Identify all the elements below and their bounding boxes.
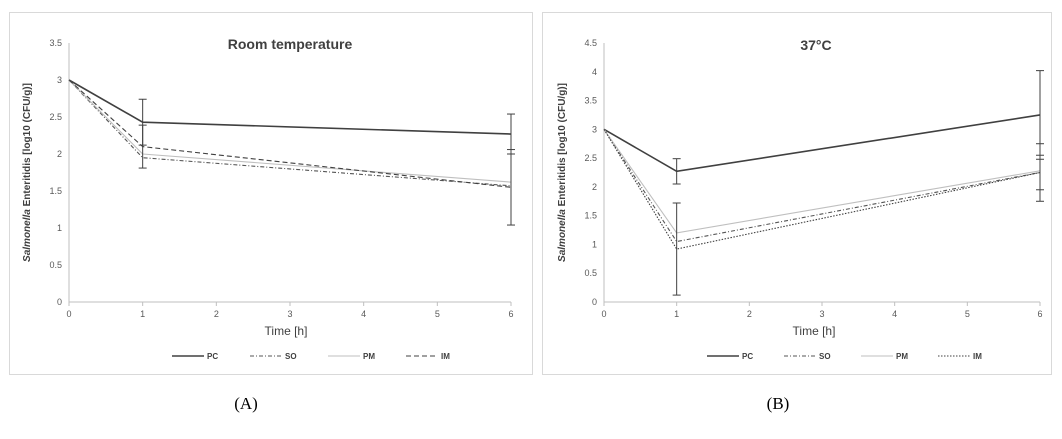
x-tick-label: 4 xyxy=(892,309,897,319)
x-tick-label: 2 xyxy=(214,309,219,319)
chart-panel-b: 0 0.5 1 1.5 2 2.5 3 3.5 4 4.5 0 1 2 3 4 5 6 37°C Time [h] S… xyxy=(542,12,1052,375)
chart-a-svg: 0 0.5 1 1.5 2 2.5 3 3.5 0 1 2 3 4 5 6 Room temperature T… xyxy=(22,36,515,361)
y-tick-label: 3.5 xyxy=(49,38,62,48)
series-line-pm xyxy=(603,129,1041,234)
y-axis-label: Salmonella Enteritidis [log10 (CFU/g)] xyxy=(557,83,568,262)
series-line-im xyxy=(68,79,512,188)
y-tick-label: 1 xyxy=(57,223,62,233)
legend-label-pc: PC xyxy=(742,352,753,361)
y-tick-label: 0.5 xyxy=(584,268,597,278)
x-tick-label: 5 xyxy=(435,309,440,319)
series-line-so xyxy=(68,79,512,187)
y-tick-label: 0.5 xyxy=(49,260,62,270)
x-tick-label: 3 xyxy=(287,309,292,319)
x-tick-label: 6 xyxy=(508,309,513,319)
y-axis-label: Salmonella Enteritidis [log10 (CFU/g)] xyxy=(22,83,33,262)
x-tick-label: 3 xyxy=(819,309,824,319)
chart-panel-a: 0 0.5 1 1.5 2 2.5 3 3.5 0 1 2 3 4 5 6 Room temperature T… xyxy=(9,12,533,375)
series-line-im xyxy=(603,129,1041,250)
x-axis-label: Time [h] xyxy=(793,324,836,338)
y-tick-label: 2.5 xyxy=(49,112,62,122)
y-tick-label: 3.5 xyxy=(584,96,597,106)
x-tick-label: 0 xyxy=(601,309,606,319)
x-axis-label: Time [h] xyxy=(265,324,308,338)
y-tick-label: 2.5 xyxy=(584,153,597,163)
x-tick-label: 4 xyxy=(361,309,366,319)
series-line-pc xyxy=(603,114,1041,173)
y-tick-label: 1.5 xyxy=(49,186,62,196)
y-axis-label-italic: Salmonella xyxy=(22,209,33,262)
legend-label-im: IM xyxy=(441,352,450,361)
y-tick-label: 0 xyxy=(592,297,597,307)
y-tick-label: 3 xyxy=(592,124,597,134)
y-axis-label-rest: Enteritidis [log10 (CFU/g)] xyxy=(557,83,568,209)
x-tick-label: 5 xyxy=(965,309,970,319)
series-line-pm xyxy=(68,79,512,183)
caption-b: (B) xyxy=(766,394,790,413)
y-tick-label: 4 xyxy=(592,67,597,77)
chart-b-svg: 0 0.5 1 1.5 2 2.5 3 3.5 4 4.5 0 1 2 3 4 5 6 37°C Time [h] S… xyxy=(557,37,1044,361)
x-tick-label: 2 xyxy=(747,309,752,319)
legend-label-pc: PC xyxy=(207,352,218,361)
x-tick-label: 1 xyxy=(674,309,679,319)
x-tick-label: 0 xyxy=(66,309,71,319)
chart-title: Room temperature xyxy=(228,36,353,52)
x-tick-label: 1 xyxy=(140,309,145,319)
chart-title: 37°C xyxy=(800,37,831,53)
series-line-so xyxy=(603,129,1041,243)
y-tick-label: 1.5 xyxy=(584,211,597,221)
legend-label-so: SO xyxy=(819,352,831,361)
x-tick-label: 6 xyxy=(1037,309,1042,319)
y-axis-label-italic: Salmonella xyxy=(557,209,568,262)
caption-a: (A) xyxy=(234,394,258,413)
legend-label-so: SO xyxy=(285,352,297,361)
y-tick-label: 3 xyxy=(57,75,62,85)
legend-label-im: IM xyxy=(973,352,982,361)
y-tick-label: 2 xyxy=(592,182,597,192)
y-tick-label: 0 xyxy=(57,297,62,307)
y-tick-label: 2 xyxy=(57,149,62,159)
y-axis-label-rest: Enteritidis [log10 (CFU/g)] xyxy=(22,83,33,209)
y-tick-label: 1 xyxy=(592,239,597,249)
series-line-pc xyxy=(68,79,512,135)
legend-label-pm: PM xyxy=(363,352,375,361)
y-tick-label: 4.5 xyxy=(584,38,597,48)
legend-label-pm: PM xyxy=(896,352,908,361)
